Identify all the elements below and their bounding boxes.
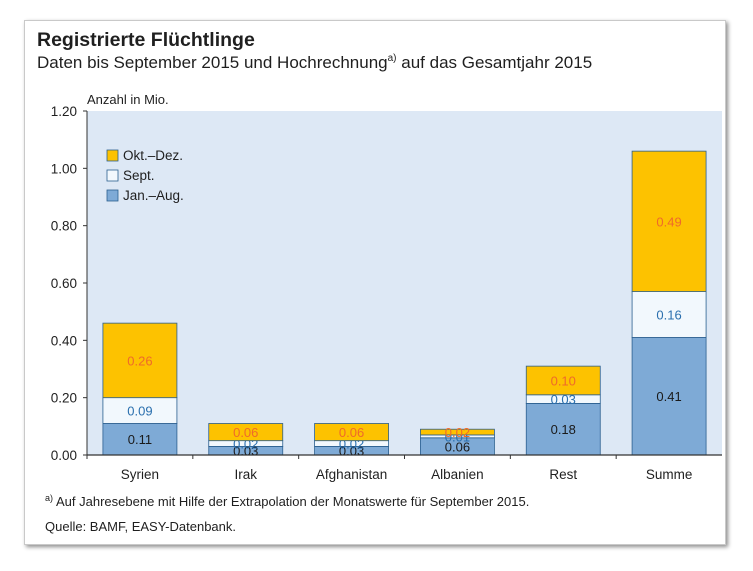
x-tick-label: Rest (549, 467, 577, 482)
bar-segment (208, 423, 284, 442)
data-label: 0.11 (128, 432, 152, 447)
y-tick-label: 0.40 (51, 333, 77, 348)
bar-segment (631, 337, 707, 456)
stacked-bar-chart: Anzahl in Mio. 0.00 0.20 0.40 0.60 0.80 1.00 1.… (51, 92, 722, 482)
legend-entry: Jan.–Aug. (123, 188, 184, 203)
data-label: 0.06 (445, 439, 470, 454)
data-label: 0.49 (656, 214, 681, 229)
y-tick-label: 0.80 (51, 219, 77, 234)
subtitle-footnote-marker: a) (387, 53, 397, 64)
y-axis-label: Anzahl in Mio. (87, 92, 169, 107)
legend-entry: Okt.–Dez. (123, 148, 183, 163)
y-tick-label: 1.20 (51, 104, 77, 119)
data-label: 0.18 (551, 422, 576, 437)
y-tick-label: 1.00 (51, 161, 77, 176)
bar-segment (420, 428, 495, 436)
legend-entry: Sept. (123, 168, 155, 183)
y-tick-label: 0.60 (51, 276, 77, 291)
source-note: Quelle: BAMF, EASY-Datenbank. (45, 519, 237, 534)
bar-segment (102, 322, 178, 399)
y-tick-label: 0.00 (51, 448, 77, 463)
bar-segment (314, 423, 389, 442)
chart-subtitle: Daten bis September 2015 und Hochrechnun… (37, 53, 592, 73)
data-label: 0.06 (339, 425, 364, 440)
legend-swatch (106, 189, 119, 202)
x-tick-label: Irak (234, 467, 257, 482)
chart-card: Registrierte Flüchtlinge Daten bis Septe… (24, 20, 726, 545)
data-label: 0.26 (127, 353, 152, 368)
data-label: 0.06 (233, 425, 258, 440)
data-label: 0.10 (551, 373, 576, 388)
data-label: 0.02 (445, 425, 470, 440)
bar-segment (525, 402, 601, 456)
subtitle-main: Daten bis September 2015 und Hochrechnun… (37, 53, 388, 72)
x-tick-label: Afghanistan (316, 467, 387, 482)
x-tick-label: Summe (646, 467, 693, 482)
bar-segment (631, 150, 707, 292)
subtitle-rest: auf das Gesamtjahr 2015 (396, 53, 593, 72)
plot-area (87, 111, 722, 455)
data-label: 0.16 (656, 308, 681, 323)
x-tick-label: Albanien (431, 467, 484, 482)
data-label: 0.09 (127, 404, 152, 419)
data-label: 0.03 (551, 392, 576, 407)
bar-segment (631, 291, 707, 338)
chart-title: Registrierte Flüchtlinge (37, 29, 255, 51)
bar-segment (102, 423, 178, 456)
footnote-marker: a) (45, 493, 54, 503)
legend-swatch (106, 169, 119, 182)
y-tick-label: 0.20 (51, 391, 77, 406)
footnote: a) Auf Jahresebene mit Hilfe der Extrapol… (45, 493, 529, 509)
bar-segment (102, 397, 178, 424)
legend-swatch (106, 149, 119, 162)
data-label: 0.41 (656, 389, 681, 404)
footnote-text: Auf Jahresebene mit Hilfe der Extrapolat… (56, 494, 530, 509)
x-tick-label: Syrien (121, 467, 159, 482)
bar-segment (525, 365, 601, 396)
